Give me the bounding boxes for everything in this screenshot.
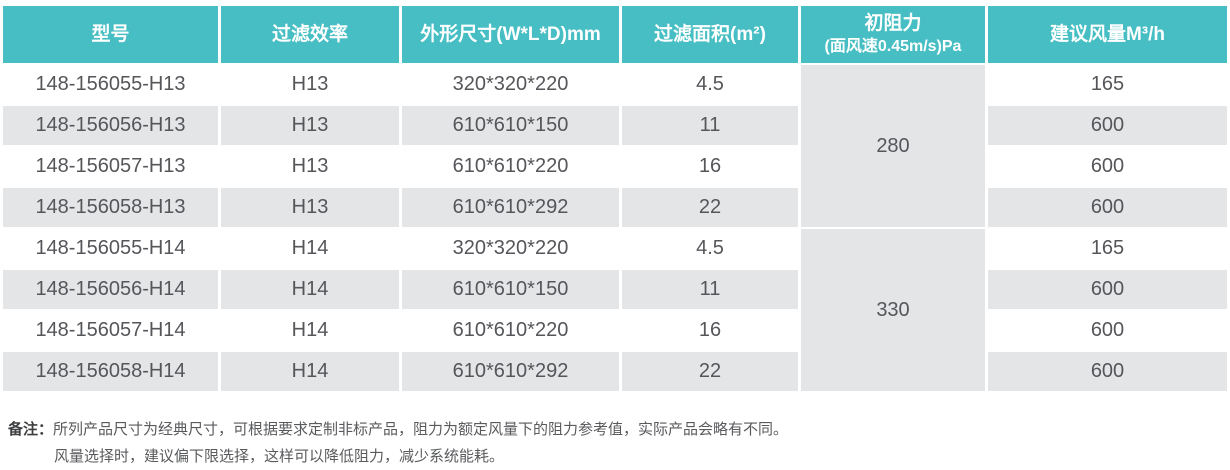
area-cell: 11 bbox=[622, 270, 798, 309]
dimensions-cell: 610*610*150 bbox=[402, 106, 619, 145]
col-header-initial-resistance: 初阻力 (面风速0.45m/s)Pa bbox=[801, 6, 985, 63]
col-header-model-label: 型号 bbox=[91, 23, 130, 45]
efficiency-cell: H13 bbox=[221, 106, 399, 145]
table-row: 148-156057-H14 H14 610*610*220 16 600 bbox=[3, 311, 1227, 350]
dimensions-cell: 610*610*292 bbox=[402, 352, 619, 391]
airflow-cell: 600 bbox=[988, 311, 1227, 350]
model-cell: 148-156057-H14 bbox=[3, 311, 218, 350]
efficiency-cell: H14 bbox=[221, 352, 399, 391]
footnote-line-1: 备注：所列产品尺寸为经典尺寸，可根据要求定制非标产品，阻力为额定风量下的阻力参考… bbox=[8, 416, 1230, 443]
efficiency-cell: H13 bbox=[221, 147, 399, 186]
filter-spec-table: 型号 过滤效率 外形尺寸(W*L*D)mm 过滤面积(m²) 初阻力 (面风速0… bbox=[0, 4, 1230, 393]
airflow-cell: 600 bbox=[988, 270, 1227, 309]
footnote-text-1: 所列产品尺寸为经典尺寸，可根据要求定制非标产品，阻力为额定风量下的阻力参考值，实… bbox=[53, 421, 789, 438]
area-cell: 22 bbox=[622, 188, 798, 227]
col-header-model: 型号 bbox=[3, 6, 218, 63]
footnote-text-2: 风量选择时，建议偏下限选择，这样可以降低阻力，减少系统能耗。 bbox=[54, 448, 505, 465]
dimensions-cell: 610*610*220 bbox=[402, 147, 619, 186]
dimensions-cell: 610*610*220 bbox=[402, 311, 619, 350]
model-cell: 148-156056-H13 bbox=[3, 106, 218, 145]
efficiency-cell: H13 bbox=[221, 65, 399, 104]
dimensions-cell: 320*320*220 bbox=[402, 65, 619, 104]
dimensions-cell: 610*610*292 bbox=[402, 188, 619, 227]
model-cell: 148-156056-H14 bbox=[3, 270, 218, 309]
footnote-line-2: 风量选择时，建议偏下限选择，这样可以降低阻力，减少系统能耗。 bbox=[8, 443, 1230, 470]
airflow-cell: 600 bbox=[988, 106, 1227, 145]
table-row: 148-156055-H13 H13 320*320*220 4.5 280 1… bbox=[3, 65, 1227, 227]
model-cell: 148-156058-H13 bbox=[3, 188, 218, 227]
initial-resistance-cell: 330 bbox=[801, 229, 985, 391]
col-header-dimensions: 外形尺寸(W*L*D)mm bbox=[402, 6, 619, 63]
col-header-initial-resistance-subtitle: (面风速0.45m/s)Pa bbox=[824, 37, 962, 55]
model-cell: 148-156058-H14 bbox=[3, 352, 218, 391]
model-cell: 148-156057-H13 bbox=[3, 147, 218, 186]
model-cell: 148-156055-H13 bbox=[3, 65, 218, 104]
dimensions-cell: 320*320*220 bbox=[402, 229, 619, 268]
col-header-dimensions-label: 外形尺寸(W*L*D)mm bbox=[420, 23, 601, 45]
initial-resistance-cell: 280 bbox=[801, 65, 985, 227]
area-cell: 16 bbox=[622, 311, 798, 350]
footnotes: 备注：所列产品尺寸为经典尺寸，可根据要求定制非标产品，阻力为额定风量下的阻力参考… bbox=[0, 416, 1230, 470]
table-row: 148-156058-H14 H14 610*610*292 22 600 bbox=[3, 352, 1227, 391]
col-header-airflow-label: 建议风量M³/h bbox=[1049, 23, 1166, 45]
area-cell: 22 bbox=[622, 352, 798, 391]
area-cell: 4.5 bbox=[622, 65, 798, 104]
area-cell: 4.5 bbox=[622, 229, 798, 268]
airflow-cell: 165 bbox=[988, 65, 1227, 104]
col-header-efficiency-label: 过滤效率 bbox=[271, 23, 348, 45]
table-row: 148-156055-H14 H14 320*320*220 4.5 330 1… bbox=[3, 229, 1227, 391]
table-header-row: 型号 过滤效率 外形尺寸(W*L*D)mm 过滤面积(m²) 初阻力 (面风速0… bbox=[3, 6, 1227, 63]
col-header-area: 过滤面积(m²) bbox=[622, 6, 798, 63]
dimensions-cell: 610*610*150 bbox=[402, 270, 619, 309]
col-header-airflow: 建议风量M³/h bbox=[988, 6, 1227, 63]
table-row: 148-156058-H13 H13 610*610*292 22 600 bbox=[3, 188, 1227, 227]
model-cell: 148-156055-H14 bbox=[3, 229, 218, 268]
airflow-cell: 600 bbox=[988, 352, 1227, 391]
table-row: 148-156057-H13 H13 610*610*220 16 600 bbox=[3, 147, 1227, 186]
efficiency-cell: H14 bbox=[221, 311, 399, 350]
col-header-area-label: 过滤面积(m²) bbox=[654, 23, 766, 45]
airflow-cell: 600 bbox=[988, 147, 1227, 186]
col-header-initial-resistance-title: 初阻力 bbox=[864, 13, 922, 35]
table-row: 148-156056-H13 H13 610*610*150 11 600 bbox=[3, 106, 1227, 145]
airflow-cell: 165 bbox=[988, 229, 1227, 268]
footnote-label: 备注： bbox=[8, 421, 54, 438]
area-cell: 11 bbox=[622, 106, 798, 145]
efficiency-cell: H13 bbox=[221, 188, 399, 227]
table-row: 148-156056-H14 H14 610*610*150 11 600 bbox=[3, 270, 1227, 309]
airflow-cell: 600 bbox=[988, 188, 1227, 227]
col-header-efficiency: 过滤效率 bbox=[221, 6, 399, 63]
efficiency-cell: H14 bbox=[221, 229, 399, 268]
area-cell: 16 bbox=[622, 147, 798, 186]
efficiency-cell: H14 bbox=[221, 270, 399, 309]
